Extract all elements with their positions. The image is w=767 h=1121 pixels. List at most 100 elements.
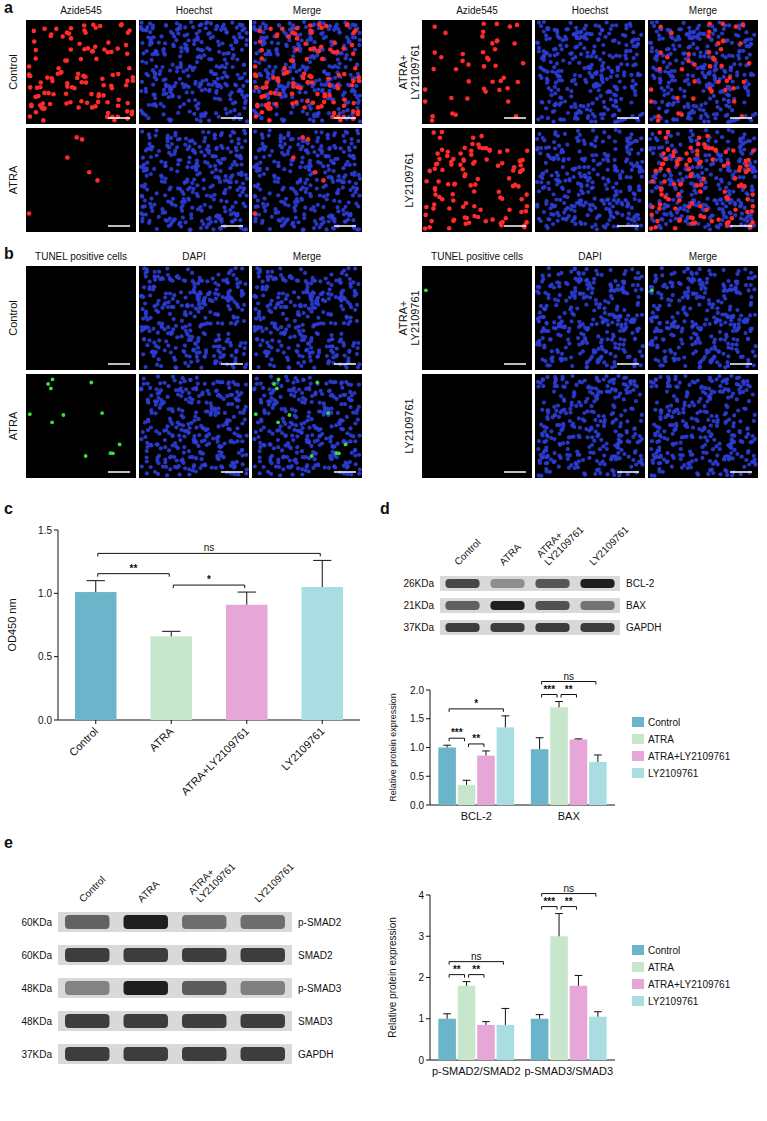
nucleus <box>292 65 296 69</box>
signal-cell <box>350 43 355 48</box>
nucleus <box>213 193 217 197</box>
signal-cell <box>41 118 46 123</box>
nucleus <box>294 216 298 220</box>
nucleus <box>346 108 350 112</box>
nucleus <box>736 86 740 90</box>
nucleus <box>161 48 165 52</box>
nucleus <box>178 77 182 81</box>
nucleus <box>233 217 237 221</box>
nucleus <box>228 134 232 138</box>
nucleus <box>347 40 351 44</box>
signal-cell <box>87 170 92 175</box>
signal-cell <box>101 93 106 98</box>
nucleus <box>330 176 334 180</box>
nucleus <box>139 89 143 93</box>
nucleus <box>244 173 248 177</box>
micrograph <box>26 128 136 232</box>
signal-cell <box>351 51 356 56</box>
signal-cell <box>69 36 74 41</box>
nucleus <box>149 155 153 159</box>
nucleus <box>195 192 199 196</box>
nucleus <box>704 101 708 105</box>
nucleus <box>354 181 358 185</box>
nucleus <box>208 185 212 189</box>
nucleus <box>579 52 583 56</box>
nucleus <box>736 53 740 57</box>
nucleus <box>242 129 246 133</box>
nucleus <box>343 173 347 177</box>
nucleus <box>225 200 229 204</box>
nucleus <box>302 212 306 216</box>
nucleus <box>192 177 196 181</box>
nucleus <box>353 35 357 39</box>
nucleus <box>699 51 703 55</box>
nucleus <box>240 48 244 52</box>
nucleus <box>217 115 221 119</box>
signal-cell <box>332 111 337 116</box>
nucleus <box>270 215 274 219</box>
nucleus <box>316 203 320 207</box>
nucleus <box>273 65 277 69</box>
nucleus <box>223 58 227 62</box>
nucleus <box>254 216 258 220</box>
nucleus <box>155 153 159 157</box>
nucleus <box>560 69 564 73</box>
nucleus <box>243 204 247 208</box>
nucleus <box>322 36 326 40</box>
nucleus <box>316 87 320 91</box>
nucleus <box>225 75 229 79</box>
nucleus <box>219 28 223 32</box>
signal-cell <box>32 39 37 44</box>
nucleus <box>563 99 567 103</box>
nucleus <box>182 192 186 196</box>
nucleus <box>200 88 204 92</box>
nucleus <box>558 95 562 99</box>
nucleus <box>305 150 309 154</box>
nucleus <box>332 199 336 203</box>
signal-cell <box>306 137 311 142</box>
nucleus <box>245 79 249 83</box>
nucleus <box>315 139 319 143</box>
nucleus <box>163 161 167 165</box>
signal-cell <box>465 96 470 101</box>
signal-cell <box>94 57 99 62</box>
signal-cell <box>302 105 307 110</box>
nucleus <box>162 104 166 108</box>
nucleus <box>548 37 552 41</box>
nucleus <box>207 82 211 86</box>
signal-cell <box>480 34 485 39</box>
nucleus <box>586 51 590 55</box>
nucleus <box>171 94 175 98</box>
signal-cell <box>91 49 96 54</box>
nucleus <box>610 23 614 27</box>
nucleus <box>332 161 336 165</box>
nucleus <box>195 173 199 177</box>
nucleus <box>649 117 653 121</box>
nucleus <box>313 88 317 92</box>
nucleus <box>229 110 233 114</box>
nucleus <box>229 212 233 216</box>
nucleus <box>336 58 340 62</box>
nucleus <box>569 89 573 93</box>
signal-cell <box>508 24 513 29</box>
signal-cell <box>131 79 136 84</box>
nucleus <box>268 191 272 195</box>
nucleus <box>219 199 223 203</box>
nucleus <box>563 35 567 39</box>
nucleus <box>322 220 326 224</box>
nucleus <box>298 165 302 169</box>
nucleus <box>225 83 229 87</box>
signal-cell <box>493 47 498 52</box>
nucleus <box>586 103 590 107</box>
signal-cell <box>260 48 265 53</box>
nucleus <box>219 161 223 165</box>
nucleus <box>347 146 351 150</box>
nucleus <box>336 65 340 69</box>
nucleus <box>217 176 221 180</box>
signal-cell <box>342 98 347 103</box>
nucleus <box>147 103 151 107</box>
nucleus <box>159 34 163 38</box>
nucleus <box>256 199 260 203</box>
nucleus <box>144 149 148 153</box>
nucleus <box>234 146 238 150</box>
